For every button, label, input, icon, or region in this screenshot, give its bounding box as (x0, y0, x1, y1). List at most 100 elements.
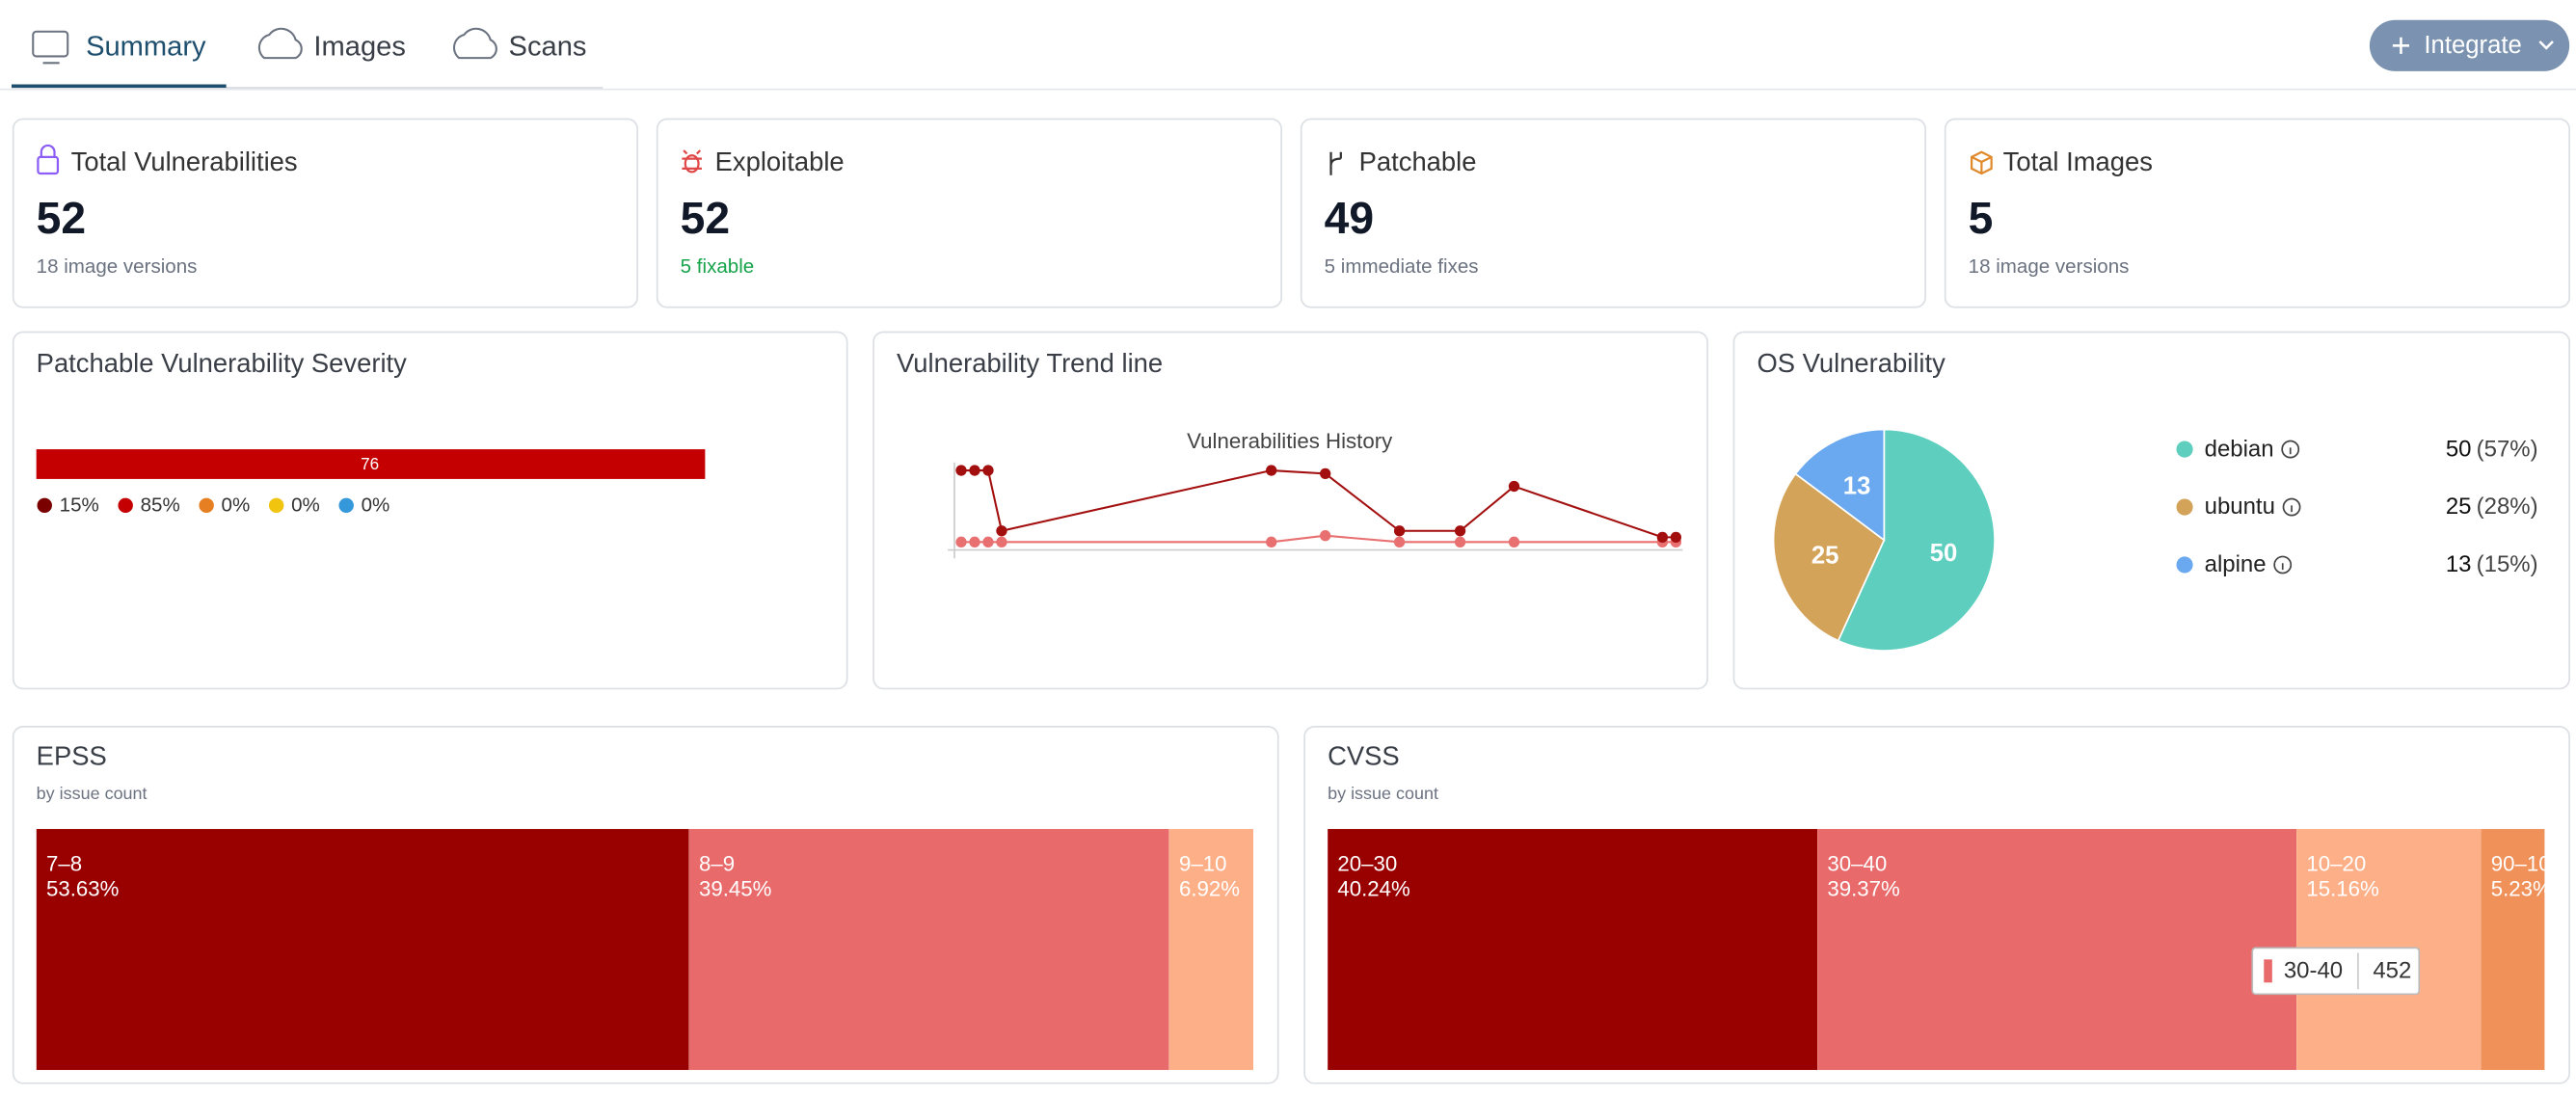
legend-label: debian (2205, 436, 2274, 462)
card-subtitle: 18 image versions (1969, 255, 2130, 278)
treemap-cell: 7–853.63% (36, 829, 689, 1071)
legend-dot (118, 497, 133, 514)
trend-point (1656, 531, 1669, 544)
button-icons (2392, 37, 2554, 54)
treemap-value: 15.16% (2306, 876, 2378, 900)
panel (872, 331, 1708, 690)
treemap-rect (1168, 829, 1254, 1071)
trend-point (1393, 525, 1406, 537)
legend-label: alpine (2205, 551, 2267, 577)
trend-point (1320, 530, 1331, 542)
panel-title: OS Vulnerability (1757, 348, 1945, 378)
trend-point (955, 465, 967, 476)
panel-title: Vulnerability Trend line (897, 348, 1163, 378)
legend-dot (2176, 498, 2193, 516)
card-title: Exploitable (715, 147, 845, 176)
panel-subtitle: by issue count (1328, 784, 1438, 803)
card-subtitle: 5 immediate fixes (1325, 255, 1479, 278)
card (12, 118, 639, 308)
tab-label[interactable]: Images (313, 32, 405, 63)
card-value: 5 (1969, 193, 1994, 243)
pie-slice (1794, 428, 1886, 543)
treemap-category: 9–10 (1179, 852, 1227, 876)
trend-point (996, 536, 1007, 548)
card-subtitle: 5 fixable (681, 255, 755, 278)
treemap-cell: 8–939.45% (688, 829, 1169, 1071)
treemap-value: 53.63% (46, 876, 119, 900)
chart-title: Vulnerabilities History (1187, 429, 1393, 453)
integrate-label[interactable]: Integrate (2424, 32, 2521, 59)
trend-point (1508, 480, 1520, 493)
info-icon (2273, 555, 2293, 574)
card-value: 52 (681, 193, 730, 243)
trend-point (996, 525, 1007, 537)
card-title: Total Vulnerabilities (71, 147, 298, 176)
integrate-button[interactable] (2369, 19, 2570, 71)
treemap-value: 39.45% (699, 876, 771, 900)
legend-dot (199, 497, 214, 514)
pie-slice (1837, 428, 1996, 652)
card-title: Patchable (1359, 147, 1477, 176)
treemap-category: 30–40 (1827, 852, 1887, 876)
legend-label: 0% (291, 494, 320, 517)
card (1300, 118, 1927, 308)
pie-slice (1772, 472, 1886, 642)
pie-label: 50 (1930, 540, 1958, 567)
tooltip-value: 452 (2373, 958, 2411, 984)
trend-point (955, 536, 967, 548)
pie-label: 13 (1843, 472, 1871, 499)
legend-label: 0% (222, 494, 251, 517)
card-subtitle: 18 image versions (37, 255, 198, 278)
treemap-category: 7–8 (46, 852, 82, 876)
severity-bar (36, 449, 706, 479)
panel-title: CVSS (1328, 741, 1400, 771)
trend-point (1670, 531, 1682, 544)
panel-title: Patchable Vulnerability Severity (37, 348, 407, 378)
card-title: Total Images (2003, 147, 2153, 176)
tooltip (2251, 947, 2421, 996)
treemap-rect (1817, 829, 2297, 1071)
legend-percent: (28%) (2477, 494, 2538, 520)
info-icon (2281, 440, 2300, 459)
legend-label: 85% (141, 494, 180, 517)
panel (12, 331, 848, 690)
legend-percent: (57%) (2477, 436, 2538, 462)
legend-percent: (15%) (2477, 551, 2538, 577)
card (1944, 118, 2571, 308)
trend-point (1393, 536, 1406, 548)
trend-point (1454, 536, 1466, 548)
trend-point (1266, 536, 1277, 548)
severity-bar-label: 76 (361, 455, 379, 473)
panel-subtitle: by issue count (37, 784, 148, 803)
treemap-rect (36, 829, 689, 1071)
tab-label[interactable]: Scans (509, 32, 587, 63)
tooltip-swatch (2264, 959, 2272, 983)
legend-value: 25 (2446, 494, 2472, 520)
trend-point (982, 536, 994, 548)
legend-dot (268, 497, 284, 514)
card-value: 49 (1325, 193, 1374, 243)
legend-label: 0% (362, 494, 390, 517)
legend-dot (37, 497, 52, 514)
trend-point (1508, 536, 1520, 548)
treemap-category: 8–9 (699, 852, 735, 876)
treemap-value: 39.37% (1827, 876, 1899, 900)
treemap-value: 5.23% (2491, 876, 2552, 900)
tab-icons (32, 27, 497, 65)
treemap-rect (2481, 829, 2545, 1071)
trend-point (969, 536, 980, 548)
tab-label[interactable]: Summary (86, 32, 206, 63)
treemap-value: 6.92% (1179, 876, 1240, 900)
trend-point (1320, 467, 1331, 479)
card (656, 118, 1283, 308)
treemap-category: 10–20 (2306, 852, 2366, 876)
legend-dot (2176, 441, 2193, 458)
treemap-rect (1328, 829, 1818, 1071)
card-icons (37, 144, 1993, 175)
legend-dot (338, 497, 354, 514)
